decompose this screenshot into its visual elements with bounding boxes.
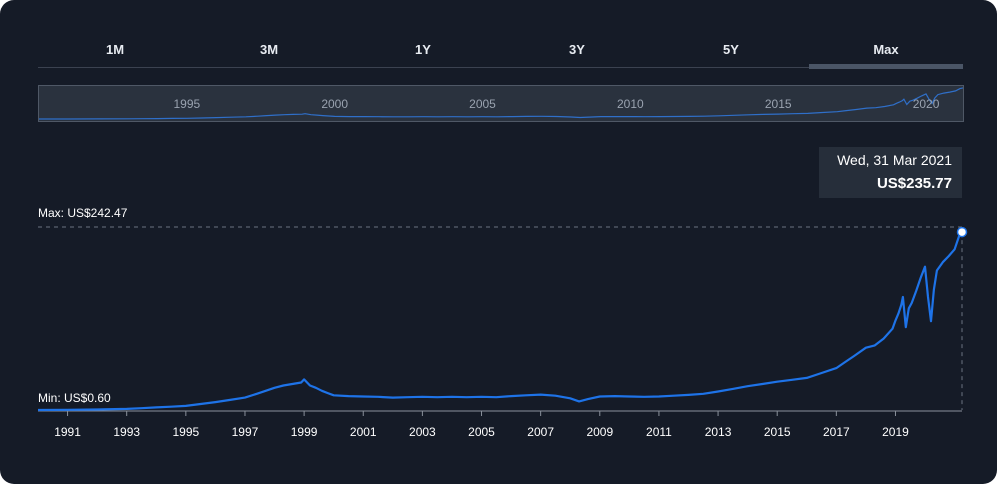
price-series-line: [37, 231, 963, 412]
tooltip-value: US$235.77: [876, 175, 952, 192]
price-tooltip: Wed, 31 Mar 2021 US$235.77: [819, 147, 962, 198]
tab-5y[interactable]: 5Y: [723, 42, 739, 57]
x-tick-label: 2007: [527, 425, 554, 439]
x-tick-label: 1995: [172, 425, 199, 439]
navigator-year-label: 1995: [173, 97, 200, 111]
x-tick-label: 2001: [350, 425, 377, 439]
x-tick-label: 2005: [468, 425, 495, 439]
tab-1y[interactable]: 1Y: [415, 42, 431, 57]
navigator-year-label: 2000: [321, 97, 348, 111]
x-tick-label: 1993: [113, 425, 140, 439]
min-price-label: Min: US$0.60: [38, 391, 111, 405]
navigator-plot: 1995 2000 2005 2010 2015 2020: [39, 87, 963, 120]
tab-3y[interactable]: 3Y: [569, 42, 585, 57]
x-tick-label: 2003: [409, 425, 436, 439]
x-tick-label: 1991: [54, 425, 81, 439]
tooltip-date: Wed, 31 Mar 2021: [837, 152, 952, 168]
tab-max[interactable]: Max: [809, 36, 963, 69]
x-tick-label: 2017: [823, 425, 850, 439]
x-tick-label: 2019: [882, 425, 909, 439]
navigator-year-label: 2005: [469, 97, 496, 111]
x-tick-label: 2013: [705, 425, 732, 439]
navigator-year-label: 2020: [913, 97, 940, 111]
x-tick-label: 2009: [586, 425, 613, 439]
max-price-label: Max: US$242.47: [38, 206, 128, 220]
navigator-year-label: 2015: [765, 97, 792, 111]
range-tabs: 1M 3M 1Y 3Y 5Y Max: [38, 36, 963, 69]
x-tick-label: 1999: [291, 425, 318, 439]
navigator-year-label: 2010: [617, 97, 644, 111]
tab-1m[interactable]: 1M: [105, 42, 125, 57]
x-tick-label: 2011: [646, 425, 672, 439]
highlight-point: [956, 226, 968, 238]
tab-3m[interactable]: 3M: [259, 42, 279, 57]
x-tick-label: 1997: [232, 425, 259, 439]
navigator-series-line: [39, 87, 963, 120]
x-tick-label: 2015: [764, 425, 791, 439]
range-navigator[interactable]: 1995 2000 2005 2010 2015 2020: [38, 85, 964, 122]
